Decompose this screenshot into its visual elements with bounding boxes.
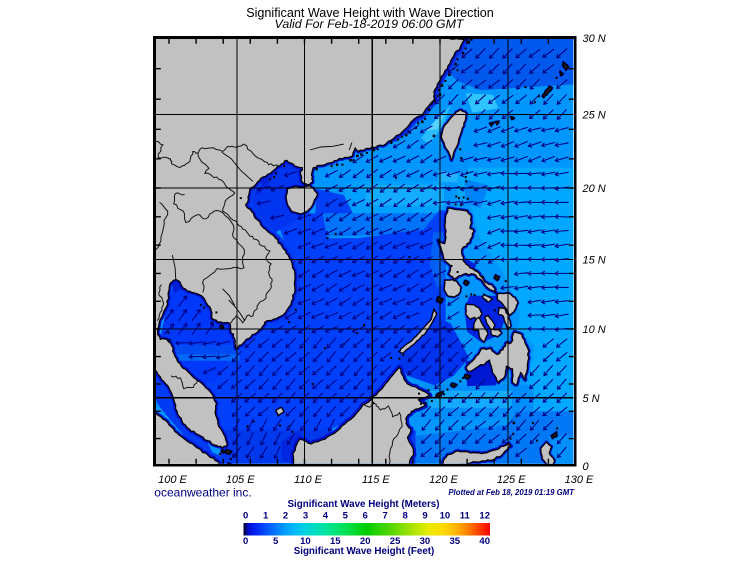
svg-text:1: 1	[263, 511, 269, 522]
svg-text:10: 10	[300, 536, 311, 547]
svg-text:25: 25	[390, 536, 401, 547]
svg-text:2: 2	[283, 511, 288, 522]
svg-text:10 N: 10 N	[583, 324, 606, 336]
svg-text:35: 35	[450, 536, 461, 547]
svg-text:5: 5	[343, 511, 349, 522]
svg-text:10: 10	[440, 511, 451, 522]
svg-text:0: 0	[243, 536, 248, 547]
svg-text:30 N: 30 N	[583, 33, 606, 45]
svg-text:Valid For Feb-18-2019 06:00 GM: Valid For Feb-18-2019 06:00 GMT	[275, 17, 465, 31]
svg-text:120 E: 120 E	[429, 474, 458, 486]
svg-text:5 N: 5 N	[583, 393, 600, 405]
svg-text:25 N: 25 N	[582, 110, 606, 122]
svg-text:0: 0	[583, 461, 590, 473]
svg-text:40: 40	[479, 536, 490, 547]
svg-text:12: 12	[479, 511, 490, 522]
svg-text:125 E: 125 E	[497, 474, 526, 486]
svg-text:15: 15	[330, 536, 341, 547]
svg-text:7: 7	[382, 511, 387, 522]
svg-text:8: 8	[402, 511, 407, 522]
svg-text:9: 9	[422, 511, 427, 522]
svg-text:oceanweather inc.: oceanweather inc.	[154, 486, 251, 500]
svg-text:15 N: 15 N	[583, 255, 606, 267]
svg-text:6: 6	[363, 511, 368, 522]
svg-text:3: 3	[303, 511, 308, 522]
svg-text:100 E: 100 E	[158, 474, 187, 486]
svg-text:30: 30	[420, 536, 431, 547]
svg-text:130 E: 130 E	[565, 474, 594, 486]
svg-text:0: 0	[243, 511, 248, 522]
svg-text:Plotted at Feb 18, 2019 01:19: Plotted at Feb 18, 2019 01:19 GMT	[448, 488, 575, 497]
svg-text:Significant Wave Height with W: Significant Wave Height with Wave Direct…	[246, 6, 494, 20]
svg-text:20: 20	[360, 536, 371, 547]
svg-text:5: 5	[273, 536, 279, 547]
svg-text:105 E: 105 E	[226, 474, 255, 486]
svg-text:Significant Wave Height (Meter: Significant Wave Height (Meters)	[287, 499, 439, 510]
svg-text:4: 4	[323, 511, 329, 522]
svg-text:Significant Wave Height (Feet): Significant Wave Height (Feet)	[294, 546, 435, 557]
svg-text:110 E: 110 E	[294, 474, 323, 486]
svg-text:115 E: 115 E	[362, 474, 391, 486]
svg-text:20 N: 20 N	[582, 183, 606, 195]
svg-text:11: 11	[460, 511, 471, 522]
